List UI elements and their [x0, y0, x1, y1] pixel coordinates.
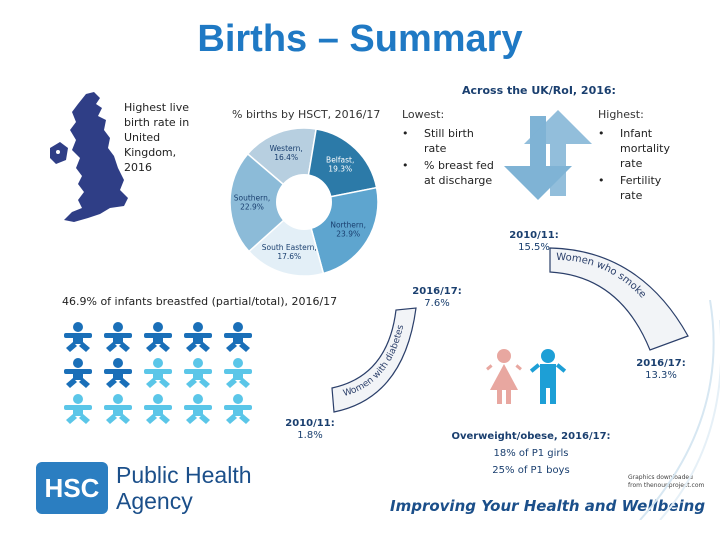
girl-icon	[486, 349, 522, 404]
breastfed-label: 46.9% of infants breastfed (partial/tota…	[62, 295, 338, 308]
diabetes-start: 2010/11: 1.8%	[280, 418, 340, 442]
page-title: Births – Summary	[197, 18, 523, 60]
donut-segment-label: Belfast, 19.3%	[326, 156, 354, 174]
up-down-arrows-icon	[504, 110, 592, 200]
baby-icon	[224, 394, 252, 424]
org-name-line1: Public Health	[116, 462, 252, 488]
overweight-heading: Overweight/obese, 2016/17:	[451, 431, 611, 442]
baby-icon	[64, 394, 92, 424]
highest-item: Infant mortality rate	[598, 126, 684, 171]
smoke-end-value: 13.3%	[645, 370, 677, 381]
baby-icon	[184, 322, 212, 352]
baby-icon	[184, 394, 212, 424]
diabetes-trend-arc: Women with diabetes	[331, 307, 417, 413]
baby-icon	[104, 358, 132, 388]
tagline: Improving Your Health and Wellbeing	[390, 497, 706, 515]
donut-segment-label: South Eastern, 17.6%	[262, 243, 317, 261]
lowest-item: Still birth rate	[402, 126, 494, 156]
donut-segment-label: Northern, 23.9%	[330, 220, 366, 238]
highest-heading: Highest:	[598, 108, 644, 121]
smoke-start-label: 2010/11:	[509, 230, 559, 241]
uk-map-icon	[50, 92, 128, 222]
diabetes-start-value: 1.8%	[297, 430, 323, 441]
diabetes-end-value: 7.6%	[424, 298, 450, 309]
baby-icon	[224, 322, 252, 352]
donut-segment-label: Southern, 22.9%	[234, 194, 271, 212]
baby-icon	[184, 358, 212, 388]
baby-icon	[104, 394, 132, 424]
highest-item: Fertility rate	[598, 173, 684, 203]
baby-icon	[104, 322, 132, 352]
highest-list: Infant mortality rate Fertility rate	[598, 126, 684, 205]
hsct-donut-chart: Western, 16.4% Belfast, 19.3% Northern, 23.9%…	[229, 127, 379, 277]
baby-icon	[224, 358, 252, 388]
baby-icon	[64, 322, 92, 352]
smoke-trend-arc: Women who smoke	[549, 247, 689, 351]
baby-icon	[144, 322, 172, 352]
smoke-start-value: 15.5%	[518, 242, 550, 253]
boy-icon	[529, 349, 567, 404]
comparison-heading: Across the UK/RoI, 2016:	[462, 84, 616, 97]
baby-pictogram	[64, 322, 252, 424]
baby-icon	[144, 358, 172, 388]
smoke-end-label: 2016/17:	[636, 358, 686, 369]
overweight-block: Overweight/obese, 2016/17: 18% of P1 gir…	[446, 428, 616, 479]
donut-segment	[229, 152, 306, 253]
uk-birth-rate-note: Highest live birth rate in United Kingdo…	[124, 101, 190, 174]
donut-title: % births by HSCT, 2016/17	[232, 108, 381, 121]
hsc-logo: HSC	[36, 462, 108, 514]
overweight-girls: 18% of P1 girls	[493, 448, 569, 459]
lowest-list: Still birth rate % breast fed at dischar…	[402, 126, 494, 190]
diabetes-start-label: 2010/11:	[285, 418, 335, 429]
donut-segment-label: Western, 16.4%	[270, 144, 303, 162]
baby-icon	[64, 358, 92, 388]
lowest-heading: Lowest:	[402, 108, 445, 121]
smoke-start: 2010/11: 15.5%	[504, 230, 564, 254]
lowest-item: % breast fed at discharge	[402, 158, 494, 188]
org-name-line2: Agency	[116, 488, 193, 514]
org-name: Public Health Agency	[116, 462, 252, 514]
diabetes-end-label: 2016/17:	[412, 286, 462, 297]
smoke-end: 2016/17: 13.3%	[628, 358, 694, 382]
decorative-swoosh	[639, 300, 720, 520]
overweight-boys: 25% of P1 boys	[492, 465, 570, 476]
children-icon	[486, 349, 567, 404]
diabetes-end: 2016/17: 7.6%	[404, 286, 470, 310]
baby-icon	[144, 394, 172, 424]
